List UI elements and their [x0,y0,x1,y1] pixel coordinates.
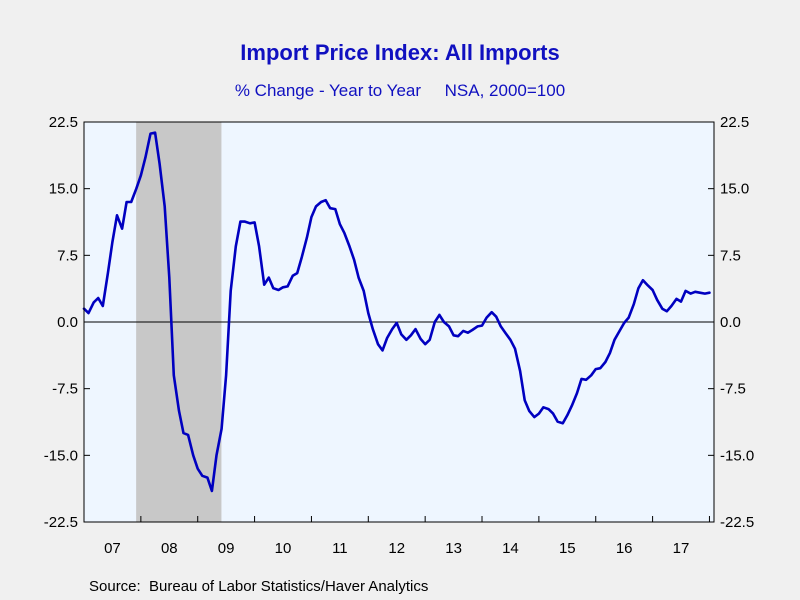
series-line-0 [82,131,711,493]
ytick-label-left: -7.5 [52,381,78,398]
xtick-label: 07 [104,540,121,557]
xtick-label: 08 [161,540,178,557]
source-note: Source: Bureau of Labor Statistics/Haver… [89,578,428,595]
ytick-label-left: -22.5 [44,514,78,531]
ytick-label-right: 7.5 [720,247,741,264]
ytick-label-right: -15.0 [720,447,754,464]
xtick-label: 12 [388,540,405,557]
ytick-label-right: -7.5 [720,381,746,398]
xtick-label: 14 [502,540,519,557]
chart-subtitle: % Change - Year to Year NSA, 2000=100 [235,81,565,100]
ytick-label-right: 22.5 [720,114,749,131]
xtick-label: 09 [218,540,235,557]
xtick-label: 10 [275,540,292,557]
ytick-label-right: 0.0 [720,314,741,331]
xtick-label: 15 [559,540,576,557]
xtick-label: 17 [673,540,690,557]
ytick-label-right: -22.5 [720,514,754,531]
ytick-label-right: 15.0 [720,181,749,198]
ytick-label-left: 7.5 [57,247,78,264]
xtick-label: 11 [332,540,348,557]
ytick-label-left: -15.0 [44,447,78,464]
ytick-label-left: 22.5 [49,114,78,131]
xtick-label: 13 [445,540,462,557]
xtick-label: 16 [616,540,633,557]
chart-title: Import Price Index: All Imports [240,40,559,65]
ytick-label-left: 15.0 [49,181,78,198]
ytick-label-left: 0.0 [57,314,78,331]
